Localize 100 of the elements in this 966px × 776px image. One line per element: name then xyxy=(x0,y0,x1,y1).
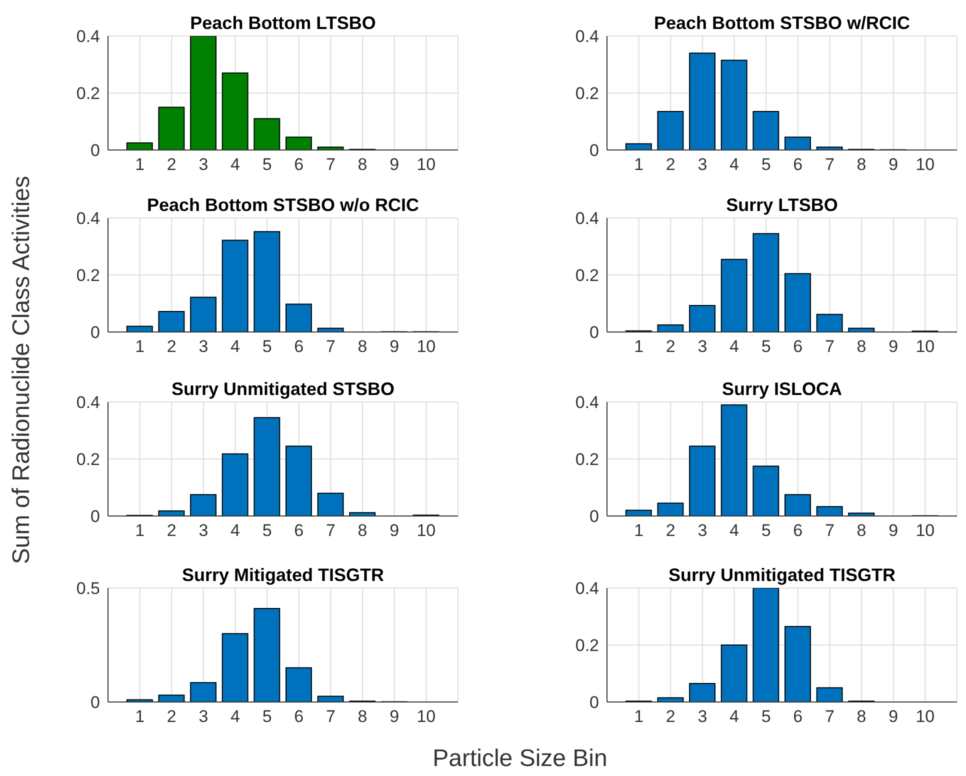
y-tick-label: 0.5 xyxy=(76,579,100,598)
x-tick-label: 3 xyxy=(698,707,708,726)
x-tick-label: 8 xyxy=(358,337,368,356)
x-tick-label: 4 xyxy=(230,521,240,540)
x-tick-label: 2 xyxy=(666,521,676,540)
x-tick-label: 5 xyxy=(761,707,771,726)
x-tick-label: 9 xyxy=(390,521,400,540)
y-tick-label: 0.2 xyxy=(575,84,599,104)
x-tick-label: 10 xyxy=(416,707,436,726)
x-tick-label: 7 xyxy=(824,155,834,174)
x-tick-label: 2 xyxy=(666,337,676,356)
x-tick-label: 3 xyxy=(198,521,208,540)
chart-title: Peach Bottom STSBO w/o RCIC xyxy=(146,194,420,216)
y-tick-label: 0.4 xyxy=(76,393,100,412)
chart-title: Surry Mitigated TISGTR xyxy=(180,564,386,586)
x-tick-label: 4 xyxy=(730,337,740,356)
x-tick-label: 2 xyxy=(166,337,176,356)
x-tick-label: 5 xyxy=(262,707,272,726)
chart-title: Surry LTSBO xyxy=(725,194,839,216)
x-tick-label: 4 xyxy=(730,521,740,540)
x-tick-label: 8 xyxy=(358,155,368,174)
x-tick-label: 4 xyxy=(730,155,740,174)
x-tick-label: 5 xyxy=(262,521,272,540)
x-tick-label: 10 xyxy=(916,521,935,540)
x-tick-label: 9 xyxy=(390,337,400,356)
x-tick-label: 10 xyxy=(916,337,935,356)
x-tick-label: 9 xyxy=(888,707,898,726)
y-tick-label: 0.2 xyxy=(76,266,100,286)
y-tick-label: 0.2 xyxy=(575,266,599,286)
chart-title: Peach Bottom STSBO w/RCIC xyxy=(652,12,912,34)
x-tick-label: 7 xyxy=(326,337,336,356)
y-axis-title: Sum of Radionuclide Class Activities xyxy=(8,176,36,564)
x-tick-label: 6 xyxy=(793,521,803,540)
x-tick-label: 8 xyxy=(856,707,866,726)
x-tick-label: 9 xyxy=(888,337,898,356)
x-tick-label: 4 xyxy=(230,337,240,356)
x-tick-label: 6 xyxy=(294,521,304,540)
x-tick-label: 1 xyxy=(634,521,644,540)
y-tick-label: 0.4 xyxy=(575,27,599,46)
y-tick-label: 0.2 xyxy=(575,636,599,656)
y-tick-label: 0.2 xyxy=(76,84,100,104)
x-tick-label: 10 xyxy=(916,155,935,174)
x-tick-label: 8 xyxy=(358,521,368,540)
y-tick-label: 0 xyxy=(590,693,599,712)
x-tick-label: 1 xyxy=(634,155,644,174)
x-tick-label: 2 xyxy=(166,521,176,540)
x-tick-label: 4 xyxy=(230,707,240,726)
x-tick-label: 3 xyxy=(698,155,708,174)
y-tick-label: 0.4 xyxy=(575,579,599,598)
x-tick-label: 3 xyxy=(198,707,208,726)
y-tick-label: 0 xyxy=(90,323,100,342)
x-tick-label: 7 xyxy=(326,707,336,726)
x-tick-label: 6 xyxy=(793,707,803,726)
x-tick-label: 3 xyxy=(698,521,708,540)
chart-title: Surry Unmitigated TISGTR xyxy=(667,564,897,586)
x-tick-label: 6 xyxy=(294,337,304,356)
x-tick-label: 4 xyxy=(230,155,240,174)
x-tick-label: 10 xyxy=(416,521,436,540)
y-tick-label: 0 xyxy=(590,323,599,342)
y-tick-label: 0.2 xyxy=(76,450,100,470)
y-tick-label: 0 xyxy=(590,141,599,160)
x-tick-label: 6 xyxy=(294,707,304,726)
y-tick-label: 0.4 xyxy=(76,27,100,46)
x-axis-title: Particle Size Bin xyxy=(432,745,608,773)
y-tick-label: 0 xyxy=(590,507,599,526)
x-tick-label: 9 xyxy=(390,155,400,174)
x-tick-label: 6 xyxy=(294,155,304,174)
x-tick-label: 9 xyxy=(888,155,898,174)
x-tick-label: 5 xyxy=(761,155,771,174)
x-tick-label: 7 xyxy=(326,155,336,174)
x-tick-label: 6 xyxy=(793,155,803,174)
x-tick-label: 5 xyxy=(761,337,771,356)
x-tick-label: 1 xyxy=(135,521,145,540)
x-tick-label: 3 xyxy=(698,337,708,356)
x-tick-label: 4 xyxy=(730,707,740,726)
x-tick-label: 2 xyxy=(666,707,676,726)
x-tick-label: 1 xyxy=(634,707,644,726)
x-tick-label: 2 xyxy=(166,155,176,174)
x-tick-label: 10 xyxy=(416,337,436,356)
y-tick-label: 0.4 xyxy=(575,209,599,228)
chart-title: Peach Bottom LTSBO xyxy=(189,12,377,34)
y-tick-label: 0.4 xyxy=(76,209,100,228)
chart-title: Surry Unmitigated STSBO xyxy=(170,378,396,400)
x-tick-label: 8 xyxy=(856,521,866,540)
x-tick-label: 8 xyxy=(856,155,866,174)
x-tick-label: 6 xyxy=(793,337,803,356)
x-tick-label: 2 xyxy=(166,707,176,726)
y-tick-label: 0.4 xyxy=(575,393,599,412)
x-tick-label: 10 xyxy=(916,707,935,726)
x-tick-label: 1 xyxy=(135,707,145,726)
x-tick-label: 8 xyxy=(358,707,368,726)
x-tick-label: 3 xyxy=(198,155,208,174)
y-tick-label: 0 xyxy=(90,507,100,526)
y-tick-label: 0 xyxy=(90,141,100,160)
x-tick-label: 1 xyxy=(634,337,644,356)
x-tick-label: 7 xyxy=(326,521,336,540)
y-tick-label: 0 xyxy=(90,693,100,712)
x-tick-label: 5 xyxy=(761,521,771,540)
x-tick-label: 3 xyxy=(198,337,208,356)
x-tick-label: 7 xyxy=(824,707,834,726)
